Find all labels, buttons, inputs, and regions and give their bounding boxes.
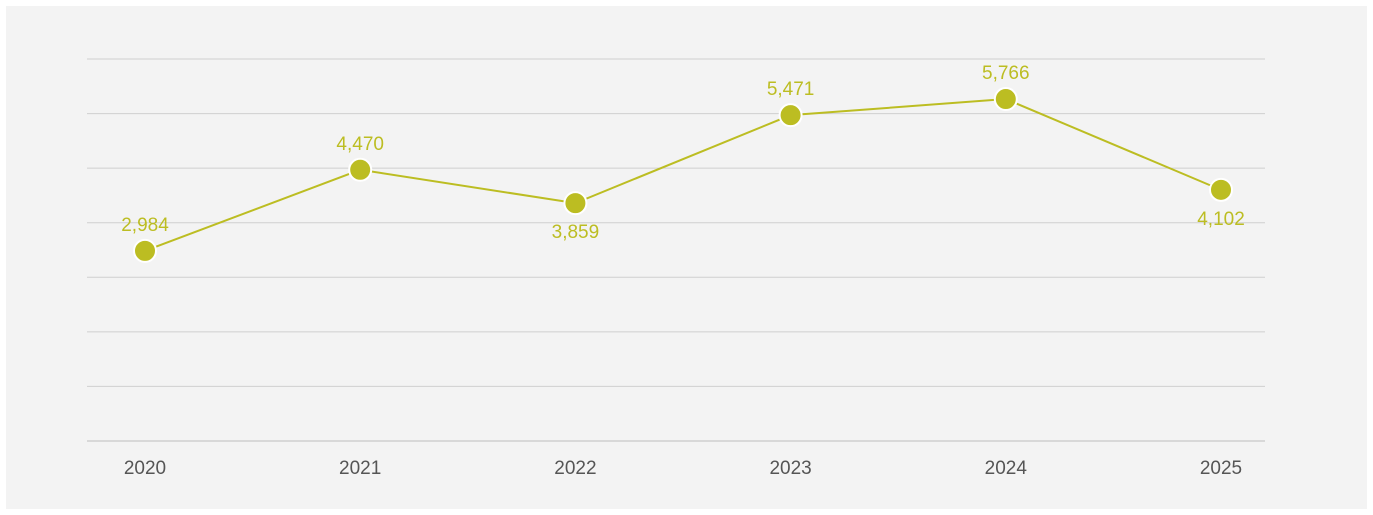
- data-label: 5,471: [767, 79, 815, 100]
- series-line: [144, 98, 1222, 252]
- x-tick-label: 2020: [124, 458, 166, 479]
- x-axis-ticks: 2020 2021 2022 2023 2024 2025: [124, 458, 1242, 479]
- data-label: 2,984: [121, 215, 169, 236]
- data-points: [133, 87, 1233, 263]
- x-tick-label: 2024: [985, 458, 1028, 479]
- data-point: [778, 103, 803, 128]
- chart-panel: [6, 6, 1367, 509]
- series-line-layer: [144, 98, 1222, 252]
- gridlines: [87, 58, 1265, 442]
- data-labels: 2,984 4,470 3,859 5,471 5,766 4,102: [121, 63, 1245, 243]
- data-label: 3,859: [552, 222, 600, 243]
- data-point: [993, 87, 1018, 112]
- data-point: [1209, 177, 1233, 202]
- x-tick-label: 2025: [1200, 458, 1242, 479]
- data-point: [133, 238, 157, 263]
- data-point: [348, 157, 373, 182]
- data-point: [563, 191, 588, 216]
- x-tick-label: 2022: [554, 458, 596, 479]
- x-tick-label: 2023: [769, 458, 811, 479]
- data-label: 5,766: [982, 63, 1030, 84]
- x-tick-label: 2021: [339, 458, 381, 479]
- data-label: 4,470: [336, 134, 384, 155]
- data-label: 4,102: [1197, 209, 1245, 230]
